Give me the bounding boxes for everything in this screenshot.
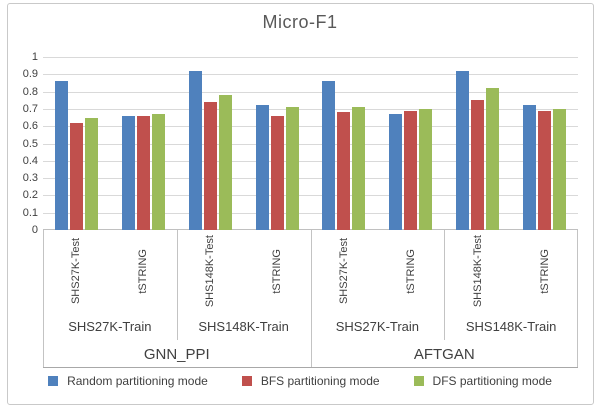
- y-tick-label: 0.9: [22, 68, 38, 81]
- category-label: SHS148K-Test: [444, 230, 511, 312]
- category-label-text: SHS148K-Test: [471, 234, 484, 308]
- category-label: tSTRING: [377, 230, 444, 312]
- bar-series1-cat4: [337, 112, 351, 230]
- y-tick-label: 0.6: [22, 120, 38, 133]
- model-group-label: AFTGAN: [413, 345, 475, 363]
- gridline: [43, 161, 578, 162]
- category-label-text: SHS148K-Test: [204, 234, 217, 308]
- y-tick-label: 0.8: [22, 85, 38, 98]
- axis-divider-line: [177, 230, 178, 340]
- bar-series0-cat4: [322, 81, 336, 230]
- y-tick-label: 0.5: [22, 137, 38, 150]
- legend: Random partitioning mode BFS partitioning…: [0, 374, 600, 388]
- category-label: tSTRING: [511, 230, 578, 312]
- legend-swatch-dfs: [413, 376, 424, 386]
- category-label-text: tSTRING: [404, 248, 417, 294]
- y-tick-label: 0.1: [22, 206, 38, 219]
- legend-label: DFS partitioning mode: [432, 374, 552, 388]
- chart-title: Micro-F1: [262, 12, 338, 32]
- gridline: [43, 195, 578, 196]
- axis-divider-line: [444, 230, 445, 340]
- train-group-label: SHS148K-Train: [465, 318, 557, 334]
- bar-series2-cat2: [218, 95, 232, 230]
- category-label: tSTRING: [244, 230, 311, 312]
- gridline: [43, 109, 578, 110]
- bar-series2-cat4: [352, 107, 366, 230]
- bar-series1-cat3: [270, 116, 284, 230]
- bar-series0-cat0: [54, 81, 68, 230]
- bar-series0-cat3: [255, 105, 269, 230]
- bar-series1-cat0: [69, 123, 83, 230]
- train-group-label: SHS27K-Train: [68, 318, 152, 334]
- bar-series0-cat2: [188, 71, 202, 230]
- plot-area: [43, 57, 578, 230]
- bar-series1-cat5: [404, 111, 418, 230]
- legend-label: BFS partitioning mode: [260, 374, 380, 388]
- bar-series0-cat6: [456, 71, 470, 230]
- bar-series1-cat1: [136, 116, 150, 230]
- bar-series2-cat7: [553, 109, 567, 230]
- bar-series2-cat6: [486, 88, 500, 230]
- train-group-label: SHS148K-Train: [198, 318, 289, 334]
- gridline: [43, 126, 578, 127]
- legend-item: DFS partitioning mode: [413, 374, 552, 388]
- axis-divider-line: [311, 230, 312, 368]
- bar-series0-cat1: [121, 116, 135, 230]
- gridline: [43, 178, 578, 179]
- bar-series2-cat0: [84, 118, 98, 230]
- y-tick-label: 0.3: [22, 172, 38, 185]
- bar-series1-cat2: [203, 102, 217, 230]
- category-label: SHS148K-Test: [177, 230, 244, 312]
- y-tick-label: 0.2: [22, 189, 38, 202]
- y-tick-label: 0.7: [22, 102, 38, 115]
- legend-item: BFS partitioning mode: [241, 374, 380, 388]
- gridline: [43, 57, 578, 58]
- bar-series1-cat7: [538, 111, 552, 230]
- gridline: [43, 92, 578, 93]
- bar-series2-cat5: [419, 109, 433, 230]
- category-label: SHS27K-Test: [43, 230, 110, 312]
- model-group-label: GNN_PPI: [143, 345, 210, 363]
- category-label-text: SHS27K-Test: [337, 237, 350, 305]
- y-tick-label: 0.4: [22, 154, 38, 167]
- chart-frame: [7, 3, 594, 405]
- category-label-text: tSTRING: [137, 248, 150, 294]
- axis-bottom-border: [43, 367, 578, 368]
- legend-label: Random partitioning mode: [67, 374, 208, 388]
- legend-item: Random partitioning mode: [48, 374, 208, 388]
- gridline: [43, 74, 578, 75]
- category-label-text: tSTRING: [538, 248, 551, 294]
- bar-series2-cat3: [285, 107, 299, 230]
- gridline: [43, 144, 578, 145]
- bar-series1-cat6: [471, 100, 485, 230]
- legend-swatch-bfs: [241, 376, 252, 386]
- legend-swatch-random: [48, 376, 59, 386]
- bar-series2-cat1: [151, 114, 165, 230]
- category-label: SHS27K-Test: [311, 230, 378, 312]
- category-label-text: SHS27K-Test: [70, 237, 83, 305]
- category-label-text: tSTRING: [271, 248, 284, 294]
- gridline: [43, 229, 578, 230]
- gridline: [43, 213, 578, 214]
- y-tick-label: 1: [31, 51, 38, 63]
- bar-series0-cat7: [523, 105, 537, 230]
- category-label: tSTRING: [110, 230, 177, 312]
- y-tick-label: 0: [31, 224, 38, 236]
- bar-series0-cat5: [389, 114, 403, 230]
- axis-divider-line: [577, 230, 578, 368]
- category-axis: SHS27K-Test tSTRING SHS148K-Test tSTRING SHS…: [43, 230, 578, 368]
- axis-divider-line: [43, 230, 44, 368]
- train-group-label: SHS27K-Train: [335, 318, 420, 334]
